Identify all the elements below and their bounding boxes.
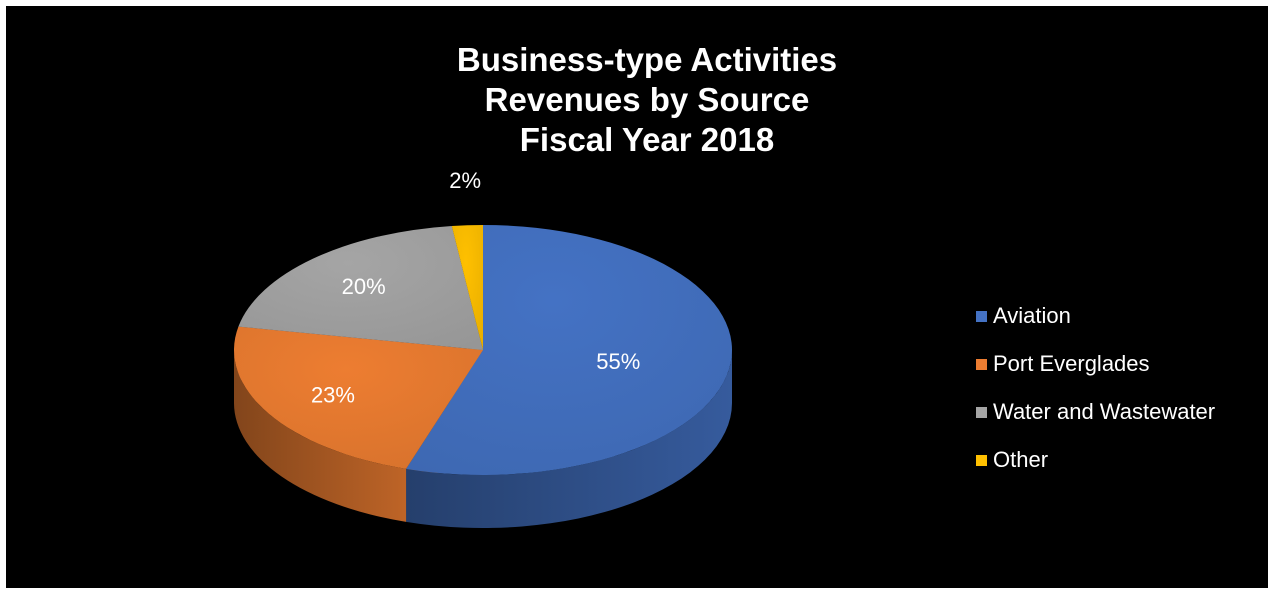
legend: Aviation Port Everglades Water and Waste… — [976, 292, 1215, 484]
data-label-aviation: 55% — [596, 349, 640, 374]
legend-swatch-port-everglades — [976, 358, 987, 370]
pie-slice-aviation — [406, 225, 732, 475]
legend-item-other: Other — [976, 436, 1215, 484]
chart-area: Business-type Activities Revenues by Sou… — [6, 6, 1268, 588]
legend-swatch-aviation — [976, 310, 987, 322]
pie-slice-port-everglades — [233, 326, 483, 469]
legend-swatch-water-and-wastewater — [976, 406, 987, 418]
pie-slice-other — [451, 225, 483, 350]
data-label-water-and-wastewater: 20% — [342, 274, 386, 299]
pie-side-aviation — [406, 350, 732, 528]
pie-slice-water-and-wastewater — [238, 225, 483, 350]
legend-item-port-everglades: Port Everglades — [976, 340, 1215, 388]
chart-title-line-1: Business-type Activities — [456, 41, 838, 78]
chart-title-line-2: Revenues by Source — [484, 81, 810, 118]
legend-label-other: Other — [993, 447, 1049, 472]
data-label-other: 2% — [449, 168, 481, 193]
pie-side-port-everglades — [234, 350, 407, 522]
legend-label-water-and-wastewater: Water and Wastewater — [993, 399, 1216, 424]
pie-chart: 55% 23% 20% 2% — [233, 168, 732, 528]
legend-item-water-and-wastewater: Water and Wastewater — [976, 388, 1215, 436]
legend-label-port-everglades: Port Everglades — [993, 351, 1150, 376]
chart-title: Business-type Activities Revenues by Sou… — [6, 40, 1274, 160]
legend-item-aviation: Aviation — [976, 292, 1215, 340]
legend-label-aviation: Aviation — [993, 303, 1071, 328]
legend-swatch-other — [976, 454, 987, 466]
chart-title-line-3: Fiscal Year 2018 — [519, 121, 775, 158]
data-label-port-everglades: 23% — [311, 383, 355, 408]
